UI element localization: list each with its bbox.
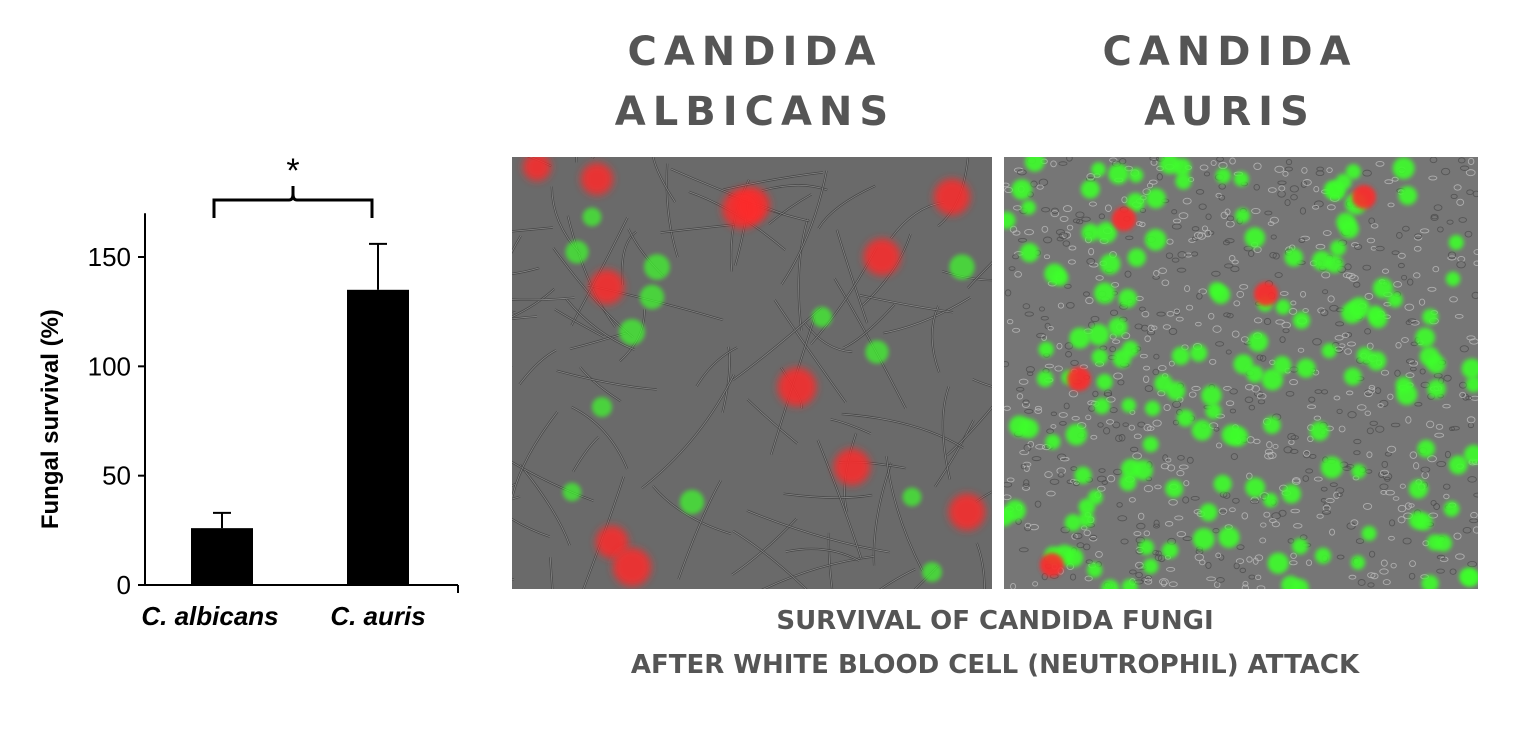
category-label: C. albicans	[141, 601, 278, 631]
significance-asterisk: *	[286, 152, 299, 190]
auris-title-line-1: CANDIDA	[1102, 29, 1358, 75]
albicans-microscopy-image	[512, 157, 992, 589]
y-tick-label: 50	[102, 461, 131, 491]
y-axis-label: Fungal survival (%)	[37, 309, 64, 529]
auris-title-line-2: AURIS	[1144, 89, 1316, 135]
category-label: C. auris	[330, 601, 425, 631]
bar-chart: 0 50 100 150 C. albicans C. auris * Fungal s…	[37, 152, 459, 631]
bar	[191, 528, 253, 585]
figure-caption-line-2: AFTER WHITE BLOOD CELL (NEUTROPHIL) ATTA…	[630, 650, 1360, 680]
chart-y-ticks: 0 50 100 150	[88, 242, 145, 600]
auris-microscopy-image	[1004, 157, 1478, 589]
chart-category-labels: C. albicans C. auris	[141, 601, 425, 631]
albicans-panel-title: CANDIDA ALBICANS	[555, 22, 955, 142]
y-tick-label: 0	[117, 570, 131, 600]
albicans-title-line-2: ALBICANS	[614, 89, 896, 135]
chart-bars	[191, 289, 409, 585]
figure-caption-line-1: SURVIVAL OF CANDIDA FUNGI	[776, 606, 1214, 636]
y-tick-label: 150	[88, 242, 131, 272]
chart-error-bars	[213, 242, 387, 529]
bar	[347, 289, 409, 585]
significance-bracket-line	[212, 186, 374, 218]
auris-panel-title: CANDIDA AURIS	[1030, 22, 1430, 142]
y-tick-label: 100	[88, 351, 131, 381]
albicans-title-line-1: CANDIDA	[627, 29, 883, 75]
significance-bracket: *	[212, 152, 374, 218]
